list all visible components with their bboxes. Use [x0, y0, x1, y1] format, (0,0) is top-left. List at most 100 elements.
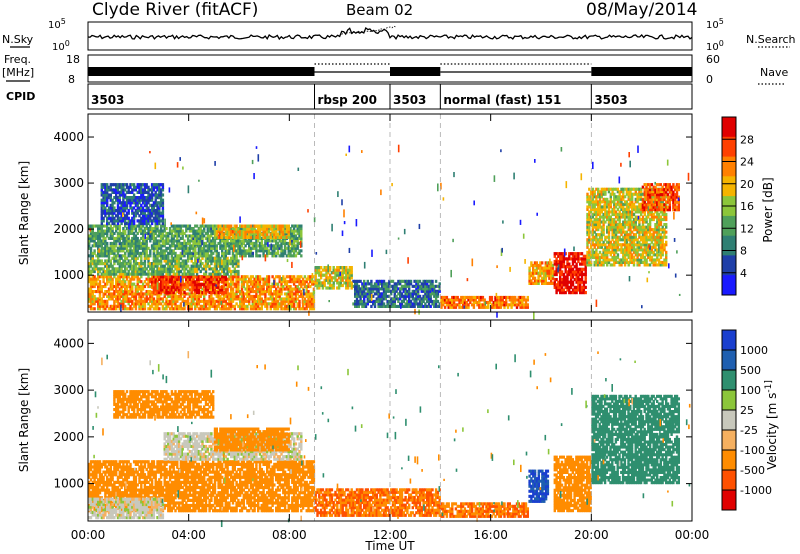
- heatmap-cell: [289, 280, 292, 284]
- heatmap-cell: [228, 285, 231, 289]
- heatmap-cell: [190, 244, 193, 248]
- heatmap-cell: [298, 241, 301, 245]
- heatmap-cell: [154, 193, 157, 197]
- heatmap-cell: [301, 307, 305, 311]
- heatmap-cell: [237, 297, 240, 301]
- heatmap-cell: [248, 254, 251, 258]
- heatmap-cell: [388, 282, 391, 286]
- heatmap-cell: [127, 292, 130, 296]
- heatmap-cell: [266, 235, 269, 239]
- heatmap-cell: [280, 287, 283, 291]
- heatmap-cell: [170, 234, 174, 238]
- heatmap-cell: [141, 246, 145, 250]
- heatmap-cell: [104, 275, 107, 279]
- heatmap-cell: [104, 198, 107, 202]
- heatmap-cell: [165, 307, 168, 311]
- heatmap-cell: [107, 280, 111, 284]
- heatmap-cell: [210, 227, 213, 231]
- heatmap-cell: [244, 287, 247, 291]
- heatmap-cell: [258, 290, 262, 294]
- heatmap-cell: [140, 297, 143, 301]
- heatmap-cell: [91, 239, 94, 243]
- heatmap-cell: [231, 287, 235, 291]
- heatmap-cell: [122, 219, 125, 223]
- heatmap-cell: [305, 277, 308, 281]
- heatmap-cell: [161, 290, 165, 294]
- heatmap-cell: [203, 241, 206, 245]
- heatmap-cell: [115, 259, 118, 263]
- heatmap-cell: [199, 307, 202, 311]
- heatmap-cell: [217, 297, 220, 301]
- heatmap-cell: [165, 280, 168, 284]
- heatmap-cell: [291, 249, 294, 253]
- heatmap-cell: [138, 272, 141, 276]
- heatmap-cell: [91, 269, 94, 274]
- heatmap-cell: [132, 254, 136, 258]
- heatmap-cell: [100, 259, 103, 263]
- heatmap-cell: [156, 272, 159, 276]
- heatmap-cell: [190, 234, 193, 238]
- heatmap-cell: [156, 262, 159, 266]
- heatmap-cell: [102, 236, 105, 240]
- heatmap-cell: [138, 219, 141, 223]
- heatmap-cell: [120, 292, 123, 296]
- heatmap-cell: [215, 267, 218, 271]
- heatmap-cell: [267, 244, 271, 248]
- heatmap-cell: [273, 232, 276, 237]
- heatmap-cell: [125, 206, 129, 210]
- heatmap-cell: [289, 229, 292, 233]
- heatmap-cell: [357, 284, 360, 288]
- heatmap-cell: [319, 283, 323, 288]
- heatmap-cell: [348, 278, 352, 282]
- heatmap-cell: [355, 297, 359, 301]
- heatmap-cell: [287, 280, 290, 284]
- heatmap-cell: [131, 282, 134, 286]
- heatmap-cell: [111, 304, 114, 308]
- heatmap-cell: [120, 201, 123, 205]
- heatmap-cell: [186, 272, 190, 276]
- heatmap-cell: [136, 246, 139, 250]
- heatmap-cell: [271, 227, 274, 231]
- heatmap-cell: [174, 299, 177, 303]
- heatmap-cell: [98, 307, 102, 311]
- heatmap-cell: [118, 304, 121, 308]
- heatmap-cell: [282, 227, 285, 231]
- heatmap-cell: [106, 198, 109, 202]
- heatmap-cell: [163, 254, 166, 258]
- heatmap-cell: [147, 234, 150, 238]
- heatmap-cell: [248, 280, 251, 284]
- heatmap-cell: [285, 241, 289, 245]
- heatmap-cell: [266, 275, 269, 279]
- heatmap-cell: [124, 264, 127, 268]
- heatmap-cell: [152, 267, 156, 271]
- heatmap-cell: [296, 302, 299, 306]
- heatmap-cell: [195, 294, 199, 298]
- heatmap-cell: [131, 292, 134, 296]
- heatmap-cell: [150, 214, 154, 218]
- heatmap-cell: [280, 302, 283, 306]
- heatmap-cell: [233, 275, 236, 279]
- heatmap-cell: [124, 307, 127, 311]
- heatmap-cell: [97, 229, 100, 233]
- heatmap-cell: [104, 183, 107, 187]
- heatmap-cell: [296, 227, 299, 231]
- heatmap-cell: [296, 231, 299, 235]
- heatmap-cell: [336, 278, 339, 282]
- heatmap-cell: [224, 224, 227, 228]
- heatmap-cell: [88, 297, 91, 301]
- heatmap-cell: [204, 244, 208, 248]
- heatmap-cell: [282, 239, 285, 243]
- heatmap-cell: [109, 209, 112, 213]
- heatmap-cell: [253, 302, 256, 306]
- heatmap-cell: [305, 280, 308, 284]
- heatmap-cell: [156, 221, 159, 226]
- heatmap-cell: [262, 249, 265, 253]
- heatmap-cell: [251, 290, 254, 294]
- heatmap-cell: [188, 283, 192, 287]
- heatmap-cell: [109, 262, 112, 266]
- heatmap-cell: [208, 227, 211, 231]
- heatmap-cell: [233, 282, 236, 286]
- heatmap-cell: [233, 224, 236, 228]
- heatmap-cell: [158, 307, 161, 311]
- heatmap-cell: [251, 294, 254, 298]
